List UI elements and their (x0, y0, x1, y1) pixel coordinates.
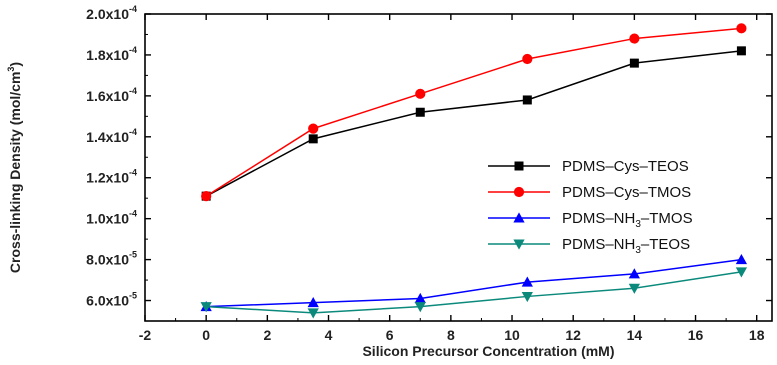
data-point-pdms-cys-tmos (522, 53, 533, 65)
y-tick-exponent: -4 (129, 209, 137, 219)
y-tick-label: 6.0x10-5 (86, 291, 137, 309)
y-tick-exponent: -5 (129, 250, 137, 260)
data-point-pdms-cys-tmos (201, 191, 212, 202)
y-tick-mantissa: 1.2x10 (86, 170, 129, 186)
y-axis-title: Cross-linking Density (mol/cm3) (6, 62, 23, 273)
data-point-pdms-nh3-tmos (735, 253, 748, 265)
legend-label-pdms-cys-teos: PDMS–Cys–TEOS (562, 158, 689, 175)
y-tick-label: 8.0x10-5 (86, 250, 137, 268)
y-tick-label: 2.0x10-4 (86, 4, 137, 22)
legend-label-pdms-nh3-tmos: PDMS–NH3–TMOS (562, 210, 693, 230)
x-tick-label: 8 (447, 327, 455, 343)
plot-frame (144, 13, 773, 322)
y-tick-mantissa: 2.0x10 (86, 6, 129, 22)
y-tick-label: 1.0x10-4 (86, 209, 137, 227)
legend-marker-pdms-nh3-tmos (513, 212, 525, 223)
data-point-pdms-nh3-tmos (521, 276, 533, 287)
data-point-pdms-cys-tmos (736, 23, 747, 34)
data-point-pdms-nh3-teos (414, 302, 426, 313)
data-point-pdms-nh3-teos (200, 302, 212, 313)
legend-label-pdms-nh3-teos: PDMS–NH3–TEOS (562, 236, 690, 256)
legend-label-part: PDMS–Cys–TEOS (562, 158, 689, 175)
data-point-pdms-nh3-tmos (628, 268, 640, 279)
legend-label-part: PDMS–NH (562, 210, 635, 227)
data-point-pdms-nh3-teos (521, 291, 533, 303)
series-line-pdms-cys-teos (205, 50, 742, 197)
y-tick-mantissa: 1.8x10 (86, 47, 129, 63)
y-tick-mantissa: 8.0x10 (86, 252, 129, 268)
legend-marker-pdms-cys-tmos (513, 186, 525, 198)
x-tick-label: -2 (139, 327, 152, 343)
y-tick-label: 1.8x10-4 (86, 45, 137, 63)
y-tick-exponent: -5 (129, 291, 137, 301)
y-tick-exponent: -4 (129, 45, 137, 55)
series-line-pdms-nh3-teos (206, 271, 742, 314)
y-axis-title-sup: 3 (6, 67, 16, 72)
data-point-pdms-cys-teos (415, 107, 425, 117)
series-line-pdms-nh3-tmos (206, 258, 742, 308)
legend-label-part: 3 (635, 219, 641, 230)
data-point-pdms-nh3-teos (628, 283, 640, 294)
legend-label-part: 3 (635, 245, 641, 256)
x-tick-label: 0 (202, 327, 210, 343)
y-tick-mantissa: 1.6x10 (86, 88, 129, 104)
data-point-pdms-cys-tmos (308, 123, 319, 134)
data-point-pdms-cys-tmos (629, 33, 640, 44)
x-axis-title: Silicon Precursor Concentration (mM) (362, 343, 614, 359)
y-tick-exponent: -4 (129, 4, 137, 14)
y-tick-label: 1.6x10-4 (86, 86, 137, 104)
legend-label-pdms-cys-tmos: PDMS–Cys–TMOS (562, 184, 691, 201)
y-tick-mantissa: 6.0x10 (86, 293, 129, 309)
x-tick-label: 2 (263, 327, 271, 343)
data-point-pdms-cys-teos (308, 134, 318, 144)
y-tick-label: 1.2x10-4 (86, 168, 137, 186)
y-tick-label: 1.4x10-4 (86, 127, 137, 145)
data-point-pdms-nh3-teos (735, 267, 748, 278)
legend-marker-pdms-cys-teos (514, 161, 524, 171)
x-tick-label: 12 (565, 327, 581, 343)
data-point-pdms-nh3-tmos (414, 292, 426, 303)
data-point-pdms-nh3-teos (307, 308, 319, 319)
y-axis-title-base: Cross-linking Density (mol/cm (7, 72, 23, 273)
data-point-pdms-cys-teos (522, 95, 532, 105)
x-tick-label: 4 (325, 327, 333, 343)
x-tick-label: 10 (504, 327, 520, 343)
legend-label-part: –TMOS (641, 210, 693, 227)
legend-label-part: PDMS–Cys–TMOS (562, 184, 691, 201)
legend-marker-pdms-nh3-teos (513, 239, 525, 250)
legend-label-part: PDMS–NH (562, 236, 635, 253)
x-tick-label: 16 (688, 327, 704, 343)
y-tick-mantissa: 1.4x10 (86, 129, 129, 145)
x-tick-label: 14 (627, 327, 643, 343)
y-tick-mantissa: 1.0x10 (86, 211, 129, 227)
data-point-pdms-cys-teos (629, 58, 639, 68)
data-point-pdms-nh3-tmos (307, 296, 319, 308)
series-line-pdms-cys-tmos (205, 27, 742, 197)
legend-label-part: –TEOS (641, 236, 690, 253)
y-axis-title-end: ) (7, 62, 23, 67)
x-tick-label: 18 (749, 327, 765, 343)
y-tick-exponent: -4 (129, 168, 137, 178)
data-point-pdms-cys-tmos (415, 88, 426, 99)
data-point-pdms-cys-teos (736, 46, 746, 56)
x-tick-label: 6 (386, 327, 394, 343)
y-tick-exponent: -4 (129, 86, 137, 96)
y-tick-exponent: -4 (129, 127, 137, 137)
